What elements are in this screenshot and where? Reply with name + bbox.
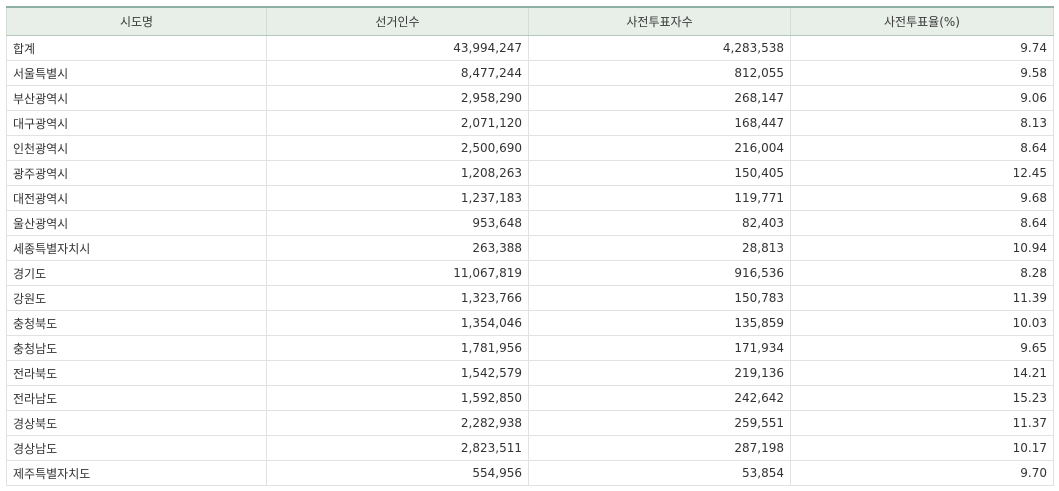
cell-region: 대전광역시 — [6, 185, 267, 211]
cell-early-voters: 259,551 — [528, 410, 791, 436]
cell-electorate: 1,354,046 — [266, 310, 529, 336]
cell-electorate: 8,477,244 — [266, 60, 529, 86]
cell-electorate: 1,592,850 — [266, 385, 529, 411]
cell-early-turnout-rate: 8.13 — [790, 110, 1054, 136]
table-row: 서울특별시 8,477,244 812,055 9.58 — [6, 60, 1054, 86]
cell-electorate: 2,823,511 — [266, 435, 529, 461]
cell-region: 경기도 — [6, 260, 267, 286]
cell-region: 제주특별자치도 — [6, 460, 267, 486]
cell-early-turnout-rate: 9.06 — [790, 85, 1054, 111]
cell-early-turnout-rate: 12.45 — [790, 160, 1054, 186]
cell-early-voters: 135,859 — [528, 310, 791, 336]
cell-region: 충청북도 — [6, 310, 267, 336]
cell-early-voters: 82,403 — [528, 210, 791, 236]
cell-region: 인천광역시 — [6, 135, 267, 161]
header-electorate: 선거인수 — [266, 6, 529, 36]
table-row: 광주광역시 1,208,263 150,405 12.45 — [6, 160, 1054, 186]
table-row: 경상북도 2,282,938 259,551 11.37 — [6, 410, 1054, 436]
cell-electorate: 43,994,247 — [266, 35, 529, 61]
cell-region: 대구광역시 — [6, 110, 267, 136]
table-row: 합계 43,994,247 4,283,538 9.74 — [6, 35, 1054, 61]
cell-electorate: 554,956 — [266, 460, 529, 486]
cell-region: 부산광역시 — [6, 85, 267, 111]
cell-early-voters: 4,283,538 — [528, 35, 791, 61]
header-region: 시도명 — [6, 6, 267, 36]
cell-region: 경상남도 — [6, 435, 267, 461]
cell-region: 광주광역시 — [6, 160, 267, 186]
table-row: 경상남도 2,823,511 287,198 10.17 — [6, 435, 1054, 461]
cell-region: 서울특별시 — [6, 60, 267, 86]
cell-electorate: 11,067,819 — [266, 260, 529, 286]
cell-electorate: 1,208,263 — [266, 160, 529, 186]
cell-early-voters: 287,198 — [528, 435, 791, 461]
cell-region: 전라북도 — [6, 360, 267, 386]
cell-electorate: 2,282,938 — [266, 410, 529, 436]
cell-early-voters: 216,004 — [528, 135, 791, 161]
table-row: 전라북도 1,542,579 219,136 14.21 — [6, 360, 1054, 386]
cell-early-turnout-rate: 15.23 — [790, 385, 1054, 411]
cell-early-voters: 150,783 — [528, 285, 791, 311]
table-row: 부산광역시 2,958,290 268,147 9.06 — [6, 85, 1054, 111]
cell-early-voters: 53,854 — [528, 460, 791, 486]
turnout-table-container: 시도명 선거인수 사전투표자수 사전투표율(%) 합계 43,994,247 4,2… — [6, 6, 1054, 486]
cell-region: 충청남도 — [6, 335, 267, 361]
cell-early-voters: 119,771 — [528, 185, 791, 211]
cell-early-turnout-rate: 11.37 — [790, 410, 1054, 436]
cell-early-turnout-rate: 10.17 — [790, 435, 1054, 461]
cell-early-voters: 812,055 — [528, 60, 791, 86]
cell-region: 강원도 — [6, 285, 267, 311]
table-row: 충청남도 1,781,956 171,934 9.65 — [6, 335, 1054, 361]
cell-electorate: 953,648 — [266, 210, 529, 236]
cell-electorate: 2,500,690 — [266, 135, 529, 161]
cell-early-voters: 268,147 — [528, 85, 791, 111]
cell-early-voters: 150,405 — [528, 160, 791, 186]
table-row: 전라남도 1,592,850 242,642 15.23 — [6, 385, 1054, 411]
cell-electorate: 1,781,956 — [266, 335, 529, 361]
cell-region: 전라남도 — [6, 385, 267, 411]
cell-electorate: 2,071,120 — [266, 110, 529, 136]
cell-early-turnout-rate: 10.94 — [790, 235, 1054, 261]
table-row: 강원도 1,323,766 150,783 11.39 — [6, 285, 1054, 311]
cell-electorate: 1,237,183 — [266, 185, 529, 211]
table-row: 인천광역시 2,500,690 216,004 8.64 — [6, 135, 1054, 161]
cell-electorate: 2,958,290 — [266, 85, 529, 111]
cell-early-voters: 219,136 — [528, 360, 791, 386]
cell-electorate: 1,323,766 — [266, 285, 529, 311]
cell-electorate: 263,388 — [266, 235, 529, 261]
cell-early-turnout-rate: 8.64 — [790, 135, 1054, 161]
cell-early-turnout-rate: 8.64 — [790, 210, 1054, 236]
cell-early-voters: 242,642 — [528, 385, 791, 411]
table-row: 대구광역시 2,071,120 168,447 8.13 — [6, 110, 1054, 136]
cell-early-voters: 168,447 — [528, 110, 791, 136]
header-row: 시도명 선거인수 사전투표자수 사전투표율(%) — [6, 6, 1054, 36]
cell-region: 합계 — [6, 35, 267, 61]
table-row: 대전광역시 1,237,183 119,771 9.68 — [6, 185, 1054, 211]
table-row: 경기도 11,067,819 916,536 8.28 — [6, 260, 1054, 286]
cell-region: 세종특별자치시 — [6, 235, 267, 261]
cell-early-turnout-rate: 8.28 — [790, 260, 1054, 286]
cell-early-voters: 28,813 — [528, 235, 791, 261]
table-row: 충청북도 1,354,046 135,859 10.03 — [6, 310, 1054, 336]
cell-region: 경상북도 — [6, 410, 267, 436]
cell-early-turnout-rate: 9.65 — [790, 335, 1054, 361]
cell-early-voters: 171,934 — [528, 335, 791, 361]
table-body: 합계 43,994,247 4,283,538 9.74 서울특별시 8,477,244 8… — [6, 35, 1054, 486]
cell-early-turnout-rate: 11.39 — [790, 285, 1054, 311]
cell-early-voters: 916,536 — [528, 260, 791, 286]
header-early-turnout-rate: 사전투표율(%) — [790, 6, 1054, 36]
cell-early-turnout-rate: 9.70 — [790, 460, 1054, 486]
table-row: 울산광역시 953,648 82,403 8.64 — [6, 210, 1054, 236]
table-row: 제주특별자치도 554,956 53,854 9.70 — [6, 460, 1054, 486]
cell-early-turnout-rate: 9.68 — [790, 185, 1054, 211]
header-early-voters: 사전투표자수 — [528, 6, 791, 36]
cell-early-turnout-rate: 9.74 — [790, 35, 1054, 61]
cell-electorate: 1,542,579 — [266, 360, 529, 386]
table-row: 세종특별자치시 263,388 28,813 10.94 — [6, 235, 1054, 261]
cell-region: 울산광역시 — [6, 210, 267, 236]
table-header: 시도명 선거인수 사전투표자수 사전투표율(%) — [6, 6, 1054, 36]
cell-early-turnout-rate: 9.58 — [790, 60, 1054, 86]
cell-early-turnout-rate: 10.03 — [790, 310, 1054, 336]
early-voting-turnout-table: 시도명 선거인수 사전투표자수 사전투표율(%) 합계 43,994,247 4,2… — [6, 6, 1054, 486]
cell-early-turnout-rate: 14.21 — [790, 360, 1054, 386]
